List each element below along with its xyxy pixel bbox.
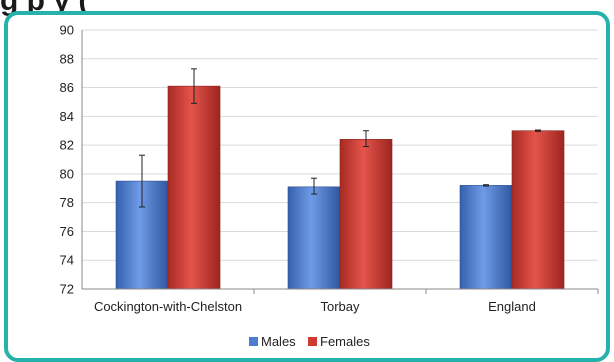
legend-swatch-females	[308, 337, 317, 346]
y-tick-label: 72	[60, 282, 74, 297]
bar-males-1	[287, 186, 341, 290]
x-category-label: England	[488, 299, 536, 314]
y-tick-label: 82	[60, 138, 74, 153]
y-tick-label: 74	[60, 253, 74, 268]
y-tick-label: 90	[60, 23, 74, 38]
legend: Males Females	[249, 334, 370, 349]
y-tick-label: 80	[60, 166, 74, 181]
legend-label-females: Females	[320, 334, 370, 349]
y-tick-label: 86	[60, 80, 74, 95]
y-tick-label: 78	[60, 195, 74, 210]
x-axis: Cockington-with-Chelston Torbay England	[82, 288, 599, 314]
y-tick-label: 84	[60, 109, 74, 124]
legend-swatch-males	[249, 337, 258, 346]
bars	[115, 85, 565, 290]
bar-males-2	[459, 185, 513, 290]
bar-females-1	[339, 139, 393, 290]
bar-females-0	[167, 85, 221, 290]
error-bars	[139, 68, 541, 208]
x-category-label: Cockington-with-Chelston	[94, 299, 242, 314]
x-category-label: Torbay	[320, 299, 360, 314]
bar-females-2	[511, 130, 565, 290]
y-axis: 72 74 76 78 80 82 84 86 88 90	[60, 23, 83, 297]
legend-label-males: Males	[261, 334, 296, 349]
y-tick-label: 88	[60, 51, 74, 66]
y-tick-label: 76	[60, 224, 74, 239]
